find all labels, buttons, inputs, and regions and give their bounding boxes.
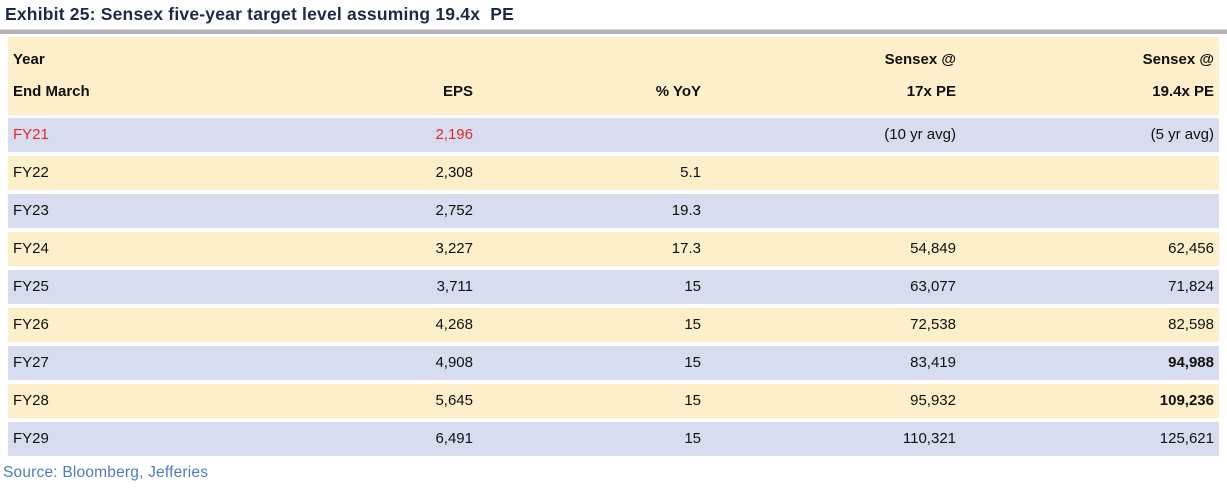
table-row-fy27: FY27 4,908 15 83,419 94,988: [8, 346, 1219, 380]
eps-cell: 5,645: [435, 392, 473, 409]
yoy-cell: 19.3: [671, 202, 701, 219]
yoy-cell: 15: [684, 430, 701, 447]
table-row-fy29: FY29 6,491 15 110,321 125,621: [8, 422, 1219, 456]
pe194-cell: (5 yr avg): [1150, 126, 1214, 143]
yoy-cell: 15: [684, 316, 701, 333]
header-yoy-line2: % YoY: [655, 83, 701, 100]
yoy-cell: [478, 118, 706, 152]
pe17-cell: [706, 156, 961, 190]
eps-cell: 2,196: [435, 126, 473, 143]
pe17-cell: 110,321: [902, 430, 956, 447]
yoy-cell: 15: [684, 392, 701, 409]
header-sensex-17x-line1: Sensex @: [884, 51, 956, 68]
header-year: Year End March: [8, 46, 178, 105]
year-cell: FY27: [13, 354, 49, 371]
pe17-cell: (10 yr avg): [884, 126, 956, 143]
year-cell: FY24: [13, 240, 49, 257]
year-cell: FY21: [13, 126, 49, 143]
pe194-cell: [961, 194, 1219, 228]
pe194-cell: [961, 156, 1219, 190]
pe17-cell: 54,849: [910, 240, 956, 257]
pe194-cell: 94,988: [1168, 354, 1214, 371]
header-year-line2: End March: [13, 83, 90, 100]
table-row-fy22: FY22 2,308 5.1: [8, 156, 1219, 190]
pe17-cell: 63,077: [910, 278, 956, 295]
table-row-fy23: FY23 2,752 19.3: [8, 194, 1219, 228]
header-sensex-17x: Sensex @ 17x PE: [706, 46, 961, 105]
table-row-fy24: FY24 3,227 17.3 54,849 62,456: [8, 232, 1219, 266]
sensex-target-table: Year End March EPS % YoY Sensex @ 17x PE…: [8, 37, 1219, 456]
pe194-cell: 109,236: [1159, 392, 1214, 409]
header-sensex-17x-line2: 17x PE: [906, 83, 956, 100]
header-sensex-19-4x: Sensex @ 19.4x PE: [961, 46, 1219, 105]
yoy-cell: 17.3: [671, 240, 701, 257]
header-eps-line2: EPS: [442, 83, 473, 100]
table-row-fy26: FY26 4,268 15 72,538 82,598: [8, 308, 1219, 342]
yoy-cell: 15: [684, 354, 701, 371]
year-cell: FY29: [13, 430, 49, 447]
pe194-cell: 71,824: [1168, 278, 1214, 295]
yoy-cell: 5.1: [680, 164, 701, 181]
yoy-cell: 15: [684, 278, 701, 295]
table-row-fy25: FY25 3,711 15 63,077 71,824: [8, 270, 1219, 304]
eps-cell: 3,227: [435, 240, 473, 257]
eps-cell: 3,711: [436, 278, 473, 295]
year-cell: FY23: [13, 202, 49, 219]
header-yoy: % YoY: [478, 46, 706, 105]
year-cell: FY25: [13, 278, 49, 295]
header-sensex-19-4x-line2: 19.4x PE: [1152, 83, 1214, 100]
table-header-row: Year End March EPS % YoY Sensex @ 17x PE…: [8, 37, 1219, 115]
eps-cell: 6,491: [435, 430, 473, 447]
pe17-cell: 72,538: [910, 316, 956, 333]
eps-cell: 4,908: [435, 354, 473, 371]
header-year-line1: Year: [13, 51, 45, 68]
year-cell: FY28: [13, 392, 49, 409]
year-cell: FY26: [13, 316, 49, 333]
pe17-cell: 83,419: [910, 354, 956, 371]
exhibit-title: Exhibit 25: Sensex five-year target leve…: [5, 4, 515, 24]
header-eps: EPS: [178, 46, 478, 105]
title-divider: [0, 29, 1227, 34]
eps-cell: 4,268: [435, 316, 473, 333]
pe194-cell: 125,621: [1159, 430, 1214, 447]
pe194-cell: 62,456: [1168, 240, 1214, 257]
header-sensex-19-4x-line1: Sensex @: [1142, 51, 1214, 68]
eps-cell: 2,308: [435, 164, 473, 181]
year-cell: FY22: [13, 164, 49, 181]
pe17-cell: 95,932: [910, 392, 956, 409]
pe194-cell: 82,598: [1168, 316, 1214, 333]
source-note: Source: Bloomberg, Jefferies: [3, 464, 209, 481]
table-row-fy28: FY28 5,645 15 95,932 109,236: [8, 384, 1219, 418]
eps-cell: 2,752: [435, 202, 473, 219]
pe17-cell: [706, 194, 961, 228]
table-row-fy21: FY21 2,196 (10 yr avg) (5 yr avg): [8, 118, 1219, 152]
